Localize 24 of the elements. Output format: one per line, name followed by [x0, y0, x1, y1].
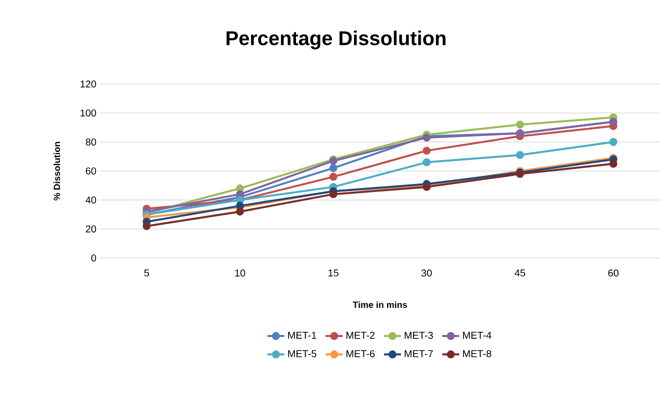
legend-label: MET-7 [404, 350, 433, 358]
y-tick-label: 20 [86, 225, 96, 233]
chart-title: Percentage Dissolution [226, 30, 446, 50]
y-axis-title: % Dissolution [53, 142, 60, 200]
x-tick-label: 30 [422, 269, 432, 277]
legend-label: MET-3 [404, 332, 433, 339]
y-tick-label: 120 [80, 80, 96, 88]
legend-label: MET-2 [346, 332, 375, 339]
y-tick-label: 100 [80, 109, 96, 117]
legend-label: MET-1 [288, 332, 316, 339]
legend-label: MET-6 [346, 350, 375, 358]
x-tick-label: 15 [328, 269, 338, 276]
legend-label: MET-4 [463, 332, 492, 339]
x-tick-label: 10 [235, 269, 246, 277]
x-tick-label: 60 [608, 269, 618, 277]
x-tick-label: 5 [144, 269, 150, 276]
legend-label: MET-5 [288, 350, 316, 358]
y-tick-label: 40 [86, 196, 96, 204]
y-tick-label: 60 [86, 167, 96, 175]
x-tick-label: 45 [514, 269, 526, 276]
legend-label: MET-8 [463, 350, 492, 358]
y-tick-label: 80 [86, 138, 96, 146]
x-axis-title: Time in mins [352, 301, 407, 308]
y-tick-label: 0 [91, 254, 96, 262]
